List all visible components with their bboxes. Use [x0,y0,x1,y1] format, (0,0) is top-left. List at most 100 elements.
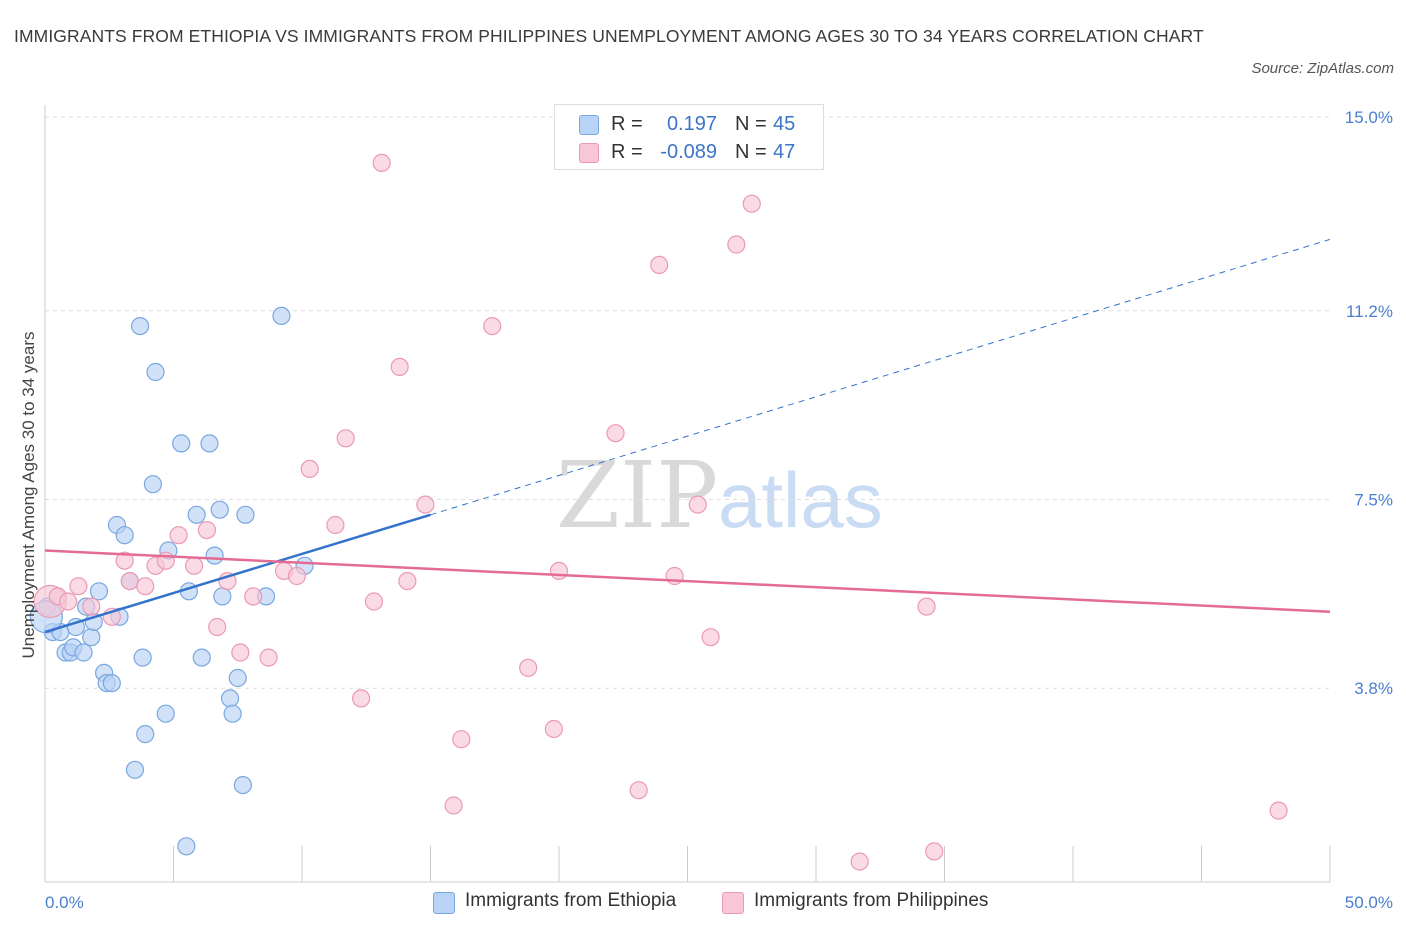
philippines-point [300,459,319,478]
ethiopia-point [205,546,224,565]
philippines-point [742,194,761,213]
philippines-point [416,495,435,514]
ethiopia-point [125,760,145,779]
philippines-point [231,643,250,662]
ethiopia-point [115,526,134,545]
x-tick-label-start: 0.0% [45,893,84,912]
ethiopia-point [233,775,252,795]
ethiopia-point [136,724,155,744]
y-tick-label-2: 11.2% [1346,302,1393,321]
ethiopia-point [143,475,163,494]
legend-swatch-ethiopia [579,115,599,135]
chart-title: IMMIGRANTS FROM ETHIOPIA VS IMMIGRANTS F… [14,26,1204,46]
ethiopia-point [102,673,121,693]
philippines-point [115,551,134,570]
zipatlas-watermark: ZIP atlas [556,442,883,549]
legend-n-value: 45 [773,113,796,135]
philippines-point [184,556,204,575]
trend-line-ethiopia [44,513,431,634]
philippines-point [688,495,707,514]
legend-swatch-ethiopia [433,892,455,914]
ethiopia-point [210,500,229,519]
ethiopia-point [187,505,206,524]
philippines-point [364,592,384,611]
trend-line-philippines [44,549,1331,613]
philippines-point [336,429,355,448]
philippines-point [1269,801,1288,820]
legend-swatch-philippines [722,892,744,914]
trend-line-ethiopia-extension [430,238,1331,516]
philippines-point [850,852,869,871]
axes [44,105,1331,883]
ethiopia-point [192,648,211,667]
y-tick-label-0: 3.8% [1354,679,1393,698]
philippines-point [917,597,936,616]
philippines-point [390,357,409,376]
legend-n-label: N = [735,113,767,135]
ethiopia-point [146,362,165,382]
legend-label-philippines: Immigrants from Philippines [754,890,989,911]
philippines-point [452,730,471,749]
legend-n-value: 47 [773,141,796,163]
legend-r-label: R = [611,141,643,163]
ethiopia-point [200,434,219,453]
ethiopia-point [177,837,196,856]
trend-lines [44,238,1331,634]
ethiopia-point [213,587,232,606]
series-legend: Immigrants from Ethiopia Immigrants from… [0,888,1406,918]
philippines-point [519,658,538,677]
watermark-zip: ZIP [556,442,718,549]
ethiopia-point [130,317,150,336]
legend-n-label: N = [735,141,767,163]
philippines-point [629,781,648,800]
legend-r-value: 0.197 [666,113,717,135]
legend-row-philippines: R = -0.089 N = 47 [555,138,823,166]
philippines-point [398,571,417,591]
legend-r-value: -0.089 [660,141,717,163]
ethiopia-point [220,689,240,708]
philippines-point [372,153,391,172]
philippines-point [727,235,746,254]
legend-row-ethiopia: R = 0.197 N = 45 [555,110,823,138]
source-credit: Source: ZipAtlas.com [1251,60,1394,77]
ethiopia-point [89,582,109,601]
x-tick-label-end: 50.0% [1345,893,1393,912]
y-axis-label: Unemployment Among Ages 30 to 34 years [19,332,38,659]
y-tick-label-1: 7.5% [1354,491,1393,510]
legend-label-ethiopia: Immigrants from Ethiopia [465,890,677,911]
ethiopia-point [236,505,255,524]
correlation-legend: R = 0.197 N = 45 R = -0.089 N = 47 [554,104,824,170]
ethiopia-point [82,628,101,647]
ethiopia-point [74,643,93,662]
philippines-point [606,424,625,443]
tick-labels: 3.8% 7.5% 11.2% 15.0% 0.0% 50.0% [45,108,1393,912]
philippines-point [352,689,371,708]
philippines-point [82,597,101,616]
ethiopia-point [133,648,152,667]
philippines-point [59,592,78,611]
ethiopia-point [156,704,175,723]
philippines-points [33,153,1288,871]
philippines-point [169,526,188,545]
philippines-point [925,842,944,861]
legend-r-label: R = [611,113,643,135]
ethiopia-point [272,306,291,325]
legend-swatch-philippines [579,143,599,163]
y-tick-label-3: 15.0% [1345,108,1393,127]
philippines-point [544,719,563,739]
philippines-point [208,617,227,637]
philippines-point [197,520,217,540]
philippines-point [650,255,669,274]
philippines-point [326,515,345,535]
philippines-point [701,628,720,647]
ethiopia-point [223,704,242,723]
ethiopia-point [228,668,247,688]
philippines-point [69,577,88,596]
philippines-point [259,648,278,667]
ethiopia-point [172,434,191,453]
philippines-point [244,587,263,606]
philippines-point [444,796,463,815]
philippines-point [287,566,306,586]
philippines-point [136,577,155,596]
